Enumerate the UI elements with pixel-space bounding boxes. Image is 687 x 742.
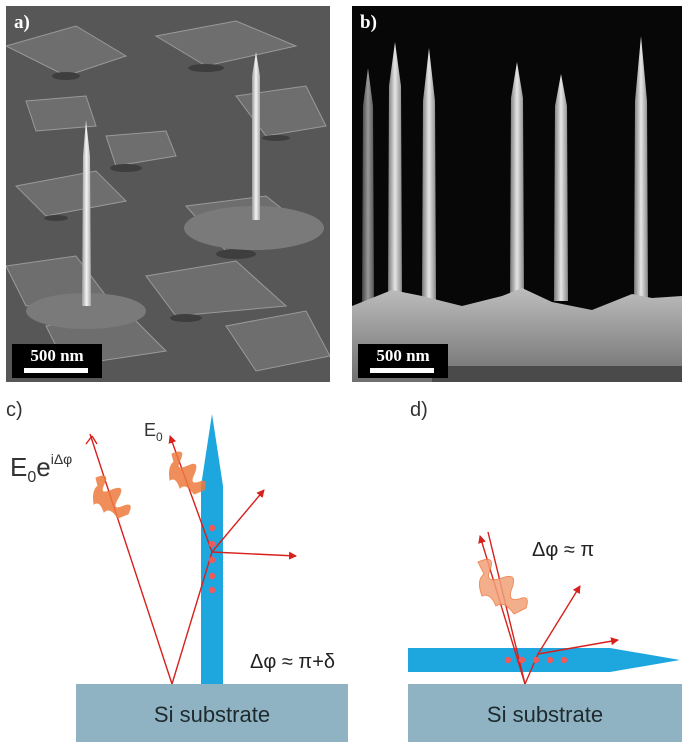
nanowire-b-2 [422, 48, 436, 301]
scale-bar-b: 500 nm [358, 344, 448, 378]
panel-label-a: a) [14, 12, 30, 33]
ray-d-right [537, 637, 619, 655]
substrate-c [76, 684, 348, 742]
charge-dots-d [504, 656, 568, 664]
ray-scatter-up [211, 489, 265, 553]
field-label-reflected: E0eiΔφ [10, 451, 72, 486]
charge-dots-c [208, 524, 216, 594]
schematic-diagram: c) Si substrate E0eiΔφ E0 Δφ ≈ π+δ d) Si… [6, 399, 682, 742]
scale-line-a [24, 368, 88, 373]
ray-to-wire [171, 551, 213, 685]
field-label-incident: E0 [144, 420, 163, 444]
nanowire-vertical [201, 414, 223, 684]
scale-label-b: 500 nm [376, 346, 430, 365]
panel-label-b: b) [360, 12, 377, 33]
substrate-label-d: Si substrate [487, 702, 603, 727]
nanowire-b-1 [388, 42, 402, 301]
sem-image-b: b) 500 nm [352, 6, 682, 382]
nanowire-horizontal [408, 648, 680, 672]
sem-image-a: a) 500 nm [6, 6, 330, 382]
sem-texture-a [6, 6, 330, 382]
wave-packet-d [477, 558, 528, 615]
nanowire-b-4 [554, 74, 568, 301]
phase-label-d: Δφ ≈ π [532, 539, 594, 561]
ray-d-up [537, 585, 581, 655]
scale-label-a: 500 nm [30, 346, 84, 365]
scale-bar-a: 500 nm [12, 344, 102, 378]
panel-label-c: c) [6, 399, 23, 421]
nanowire-b-5 [634, 36, 648, 301]
ray-d-2 [487, 531, 526, 685]
substrate-label-c: Si substrate [154, 702, 270, 727]
substrate-d [408, 684, 682, 742]
sem-texture-b [352, 6, 682, 382]
nanowire-b-3 [510, 62, 524, 301]
scale-line-b [370, 368, 434, 373]
wave-packet-incident [169, 451, 206, 495]
wave-packet-reflected [93, 475, 131, 519]
ray-reflected-path [89, 433, 173, 685]
nanowire-a-2 [82, 120, 91, 306]
ray-scatter-right [211, 551, 297, 560]
nanowire-a-1 [252, 52, 260, 220]
phase-label-c: Δφ ≈ π+δ [250, 651, 335, 673]
panel-label-d: d) [410, 399, 428, 421]
